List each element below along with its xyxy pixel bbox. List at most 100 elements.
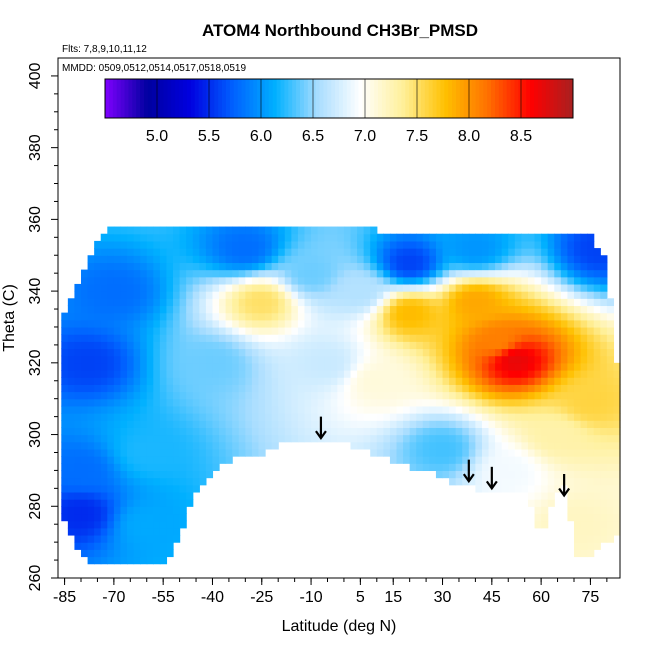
- heatmap-cell: [159, 549, 168, 558]
- heatmap-cell: [205, 283, 214, 292]
- heatmap-cell: [514, 427, 522, 436]
- heatmap-cell: [271, 312, 279, 321]
- heatmap-cell: [113, 527, 122, 536]
- heatmap-cell: [291, 370, 299, 378]
- heatmap-cell: [251, 298, 260, 307]
- heatmap-cell: [146, 298, 154, 307]
- heatmap-cell: [343, 427, 352, 436]
- heatmap-cell: [87, 370, 95, 378]
- heatmap-cell: [514, 341, 522, 350]
- heatmap-cell: [488, 362, 496, 371]
- heatmap-cell: [140, 456, 148, 464]
- heatmap-cell: [534, 319, 542, 328]
- heatmap-cell: [343, 362, 352, 371]
- heatmap-cell: [409, 405, 417, 414]
- heatmap-cell: [67, 405, 76, 414]
- heatmap-cell: [455, 413, 463, 421]
- heatmap-cell: [449, 448, 457, 457]
- heatmap-cell: [311, 391, 319, 400]
- heatmap-cell: [297, 269, 306, 278]
- heatmap-cell: [87, 269, 95, 278]
- heatmap-cell: [107, 470, 115, 479]
- heatmap-cell: [219, 348, 227, 357]
- heatmap-cell: [127, 305, 135, 314]
- heatmap-cell: [514, 405, 522, 414]
- heatmap-cell: [212, 427, 220, 436]
- heatmap-cell: [357, 305, 365, 314]
- heatmap-cell: [166, 334, 174, 342]
- heatmap-cell: [475, 255, 483, 264]
- heatmap-cell: [107, 549, 115, 558]
- heatmap-cell: [304, 398, 312, 407]
- heatmap-cell: [61, 513, 69, 522]
- heatmap-cell: [140, 391, 148, 400]
- heatmap-cell: [245, 420, 253, 428]
- heatmap-cell: [580, 283, 588, 292]
- heatmap-cell: [560, 398, 569, 407]
- heatmap-cell: [573, 248, 582, 256]
- heatmap-cell: [330, 298, 338, 307]
- heatmap-cell: [179, 262, 187, 271]
- heatmap-cell: [416, 355, 424, 364]
- heatmap-cell: [613, 499, 621, 507]
- heatmap-cell: [442, 348, 450, 357]
- heatmap-cell: [74, 391, 82, 400]
- heatmap-cell: [94, 276, 102, 285]
- heatmap-cell: [317, 334, 325, 342]
- heatmap-cell: [429, 298, 437, 307]
- heatmap-cell: [403, 348, 411, 357]
- heatmap-cell: [199, 362, 207, 371]
- heatmap-cell: [468, 341, 476, 350]
- heatmap-cell: [501, 377, 509, 385]
- heatmap-cell: [127, 520, 135, 529]
- heatmap-cell: [278, 391, 286, 400]
- heatmap-cell: [107, 420, 115, 428]
- heatmap-cell: [403, 269, 411, 278]
- heatmap-cell: [429, 269, 437, 278]
- heatmap-cell: [455, 427, 463, 436]
- heatmap-cell: [330, 413, 338, 421]
- heatmap-cell: [61, 470, 69, 479]
- heatmap-cell: [337, 384, 345, 393]
- heatmap-cell: [232, 448, 240, 457]
- heatmap-cell: [547, 420, 555, 428]
- heatmap-cell: [258, 291, 266, 299]
- colorbar-swatch: [452, 79, 457, 118]
- heatmap-cell: [245, 233, 253, 242]
- heatmap-cell: [521, 283, 529, 292]
- y-tick-label: 380: [27, 134, 44, 161]
- heatmap-cell: [219, 305, 227, 314]
- heatmap-cell: [587, 542, 595, 550]
- heatmap-cell: [87, 377, 95, 385]
- heatmap-cell: [481, 334, 490, 342]
- heatmap-cell: [403, 233, 411, 242]
- heatmap-cell: [449, 326, 457, 335]
- heatmap-cell: [527, 398, 536, 407]
- heatmap-cell: [514, 456, 522, 464]
- heatmap-cell: [146, 240, 154, 249]
- heatmap-cell: [593, 334, 601, 342]
- heatmap-cell: [435, 405, 444, 414]
- heatmap-cell: [409, 456, 417, 464]
- heatmap-cell: [146, 226, 154, 235]
- heatmap-cell: [534, 506, 542, 515]
- heatmap-cell: [613, 391, 621, 400]
- heatmap-cell: [462, 448, 470, 457]
- heatmap-cell: [120, 291, 128, 299]
- heatmap-cell: [573, 398, 582, 407]
- heatmap-cell: [396, 334, 404, 342]
- heatmap-cell: [501, 398, 509, 407]
- heatmap-cell: [613, 456, 621, 464]
- heatmap-cell: [67, 377, 76, 385]
- heatmap-cell: [192, 370, 200, 378]
- heatmap-cell: [291, 427, 299, 436]
- heatmap-cell: [534, 326, 542, 335]
- heatmap-cell: [514, 291, 522, 299]
- heatmap-cell: [317, 305, 325, 314]
- heatmap-cell: [140, 434, 148, 443]
- heatmap-cell: [219, 456, 227, 464]
- heatmap-cell: [127, 470, 135, 479]
- heatmap-cell: [554, 434, 562, 443]
- heatmap-cell: [409, 248, 417, 256]
- heatmap-cell: [284, 298, 292, 307]
